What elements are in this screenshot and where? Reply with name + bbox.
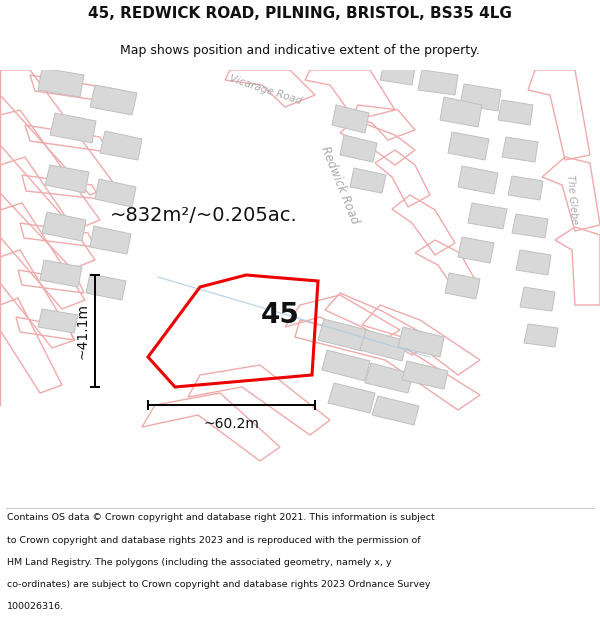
Text: HM Land Registry. The polygons (including the associated geometry, namely x, y: HM Land Registry. The polygons (includin… (7, 558, 392, 567)
Polygon shape (322, 350, 370, 381)
Polygon shape (38, 68, 84, 97)
Polygon shape (418, 70, 458, 95)
Polygon shape (520, 287, 555, 311)
Polygon shape (86, 274, 126, 300)
Text: 100026316.: 100026316. (7, 602, 64, 611)
Polygon shape (502, 137, 538, 162)
Polygon shape (508, 176, 543, 200)
Polygon shape (524, 324, 558, 347)
Polygon shape (90, 226, 131, 254)
Polygon shape (332, 105, 369, 133)
Text: Redwick Road: Redwick Road (319, 144, 362, 226)
Polygon shape (458, 166, 498, 194)
Text: to Crown copyright and database rights 2023 and is reproduced with the permissio: to Crown copyright and database rights 2… (7, 536, 421, 544)
Polygon shape (468, 203, 507, 229)
Polygon shape (340, 135, 377, 162)
Polygon shape (95, 179, 136, 207)
Polygon shape (100, 131, 142, 160)
Polygon shape (398, 327, 444, 357)
Polygon shape (460, 84, 501, 111)
Polygon shape (50, 113, 96, 143)
Polygon shape (445, 273, 480, 299)
Text: The Glebe: The Glebe (565, 175, 579, 225)
Polygon shape (365, 363, 413, 393)
Polygon shape (328, 383, 375, 413)
Polygon shape (350, 168, 386, 193)
Text: Contains OS data © Crown copyright and database right 2021. This information is : Contains OS data © Crown copyright and d… (7, 513, 435, 522)
Text: ~832m²/~0.205ac.: ~832m²/~0.205ac. (110, 206, 298, 224)
Text: ~60.2m: ~60.2m (203, 417, 259, 431)
Polygon shape (372, 396, 419, 425)
Polygon shape (516, 250, 551, 275)
Polygon shape (448, 132, 489, 160)
Polygon shape (512, 214, 548, 238)
Polygon shape (38, 309, 78, 333)
Polygon shape (440, 97, 482, 127)
Polygon shape (402, 361, 448, 389)
Text: co-ordinates) are subject to Crown copyright and database rights 2023 Ordnance S: co-ordinates) are subject to Crown copyr… (7, 580, 431, 589)
Polygon shape (42, 212, 86, 241)
Text: 45, REDWICK ROAD, PILNING, BRISTOL, BS35 4LG: 45, REDWICK ROAD, PILNING, BRISTOL, BS35… (88, 6, 512, 21)
Polygon shape (360, 330, 407, 361)
Polygon shape (45, 165, 89, 193)
Polygon shape (458, 237, 494, 263)
Polygon shape (90, 85, 137, 115)
Text: ~41.1m: ~41.1m (76, 303, 90, 359)
Text: Map shows position and indicative extent of the property.: Map shows position and indicative extent… (120, 44, 480, 57)
Polygon shape (380, 68, 415, 85)
Polygon shape (40, 260, 82, 287)
Polygon shape (498, 100, 533, 125)
Text: Vicarage Road: Vicarage Road (229, 74, 304, 106)
Text: 45: 45 (260, 301, 299, 329)
Polygon shape (318, 319, 367, 351)
